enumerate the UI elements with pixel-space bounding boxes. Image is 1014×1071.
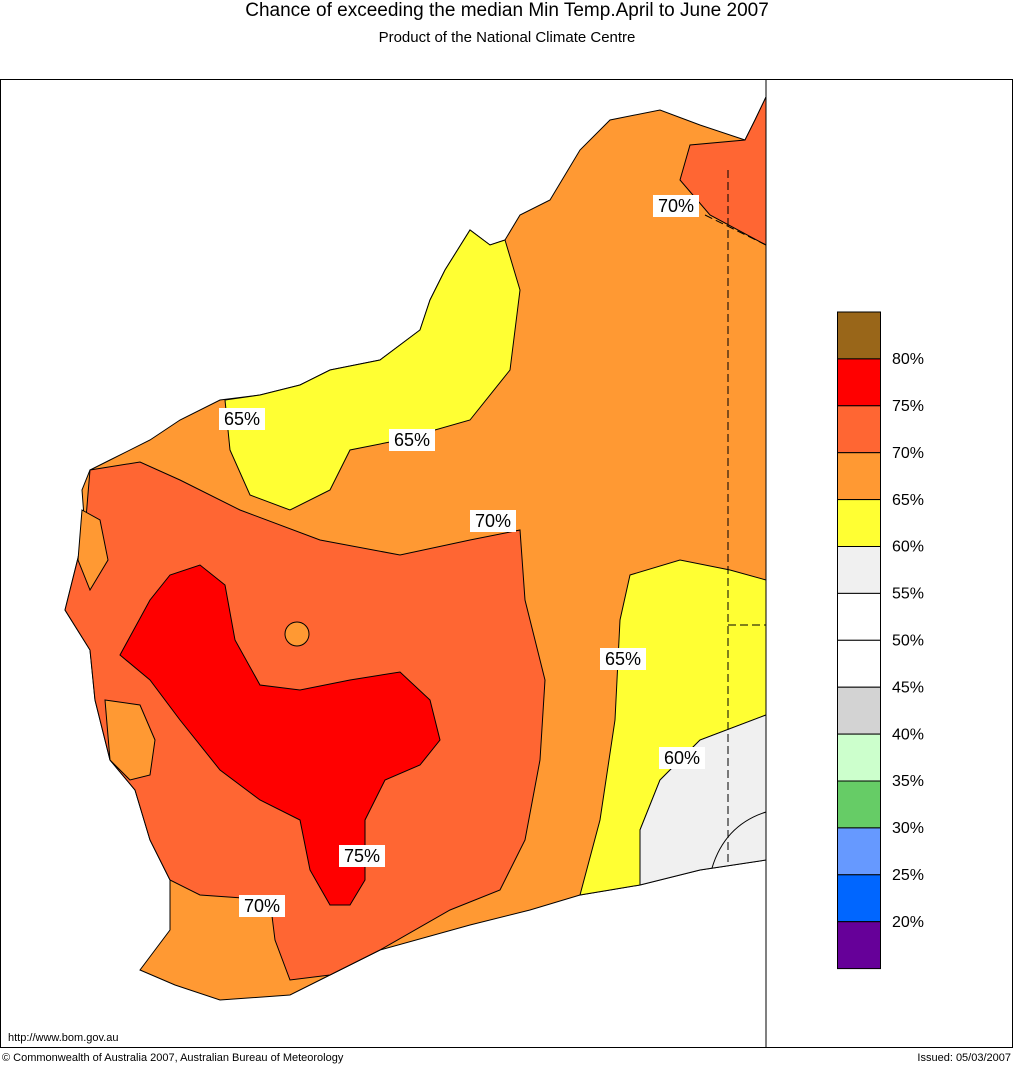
legend-label: 70% — [892, 445, 924, 462]
legend-label: 40% — [892, 726, 924, 743]
url: http://www.bom.gov.au — [8, 1032, 118, 1044]
legend-label: 20% — [892, 914, 924, 931]
legend-swatch — [837, 874, 881, 923]
legend-swatch — [837, 358, 881, 407]
contour-label-bg — [339, 845, 385, 867]
legend-label: 35% — [892, 773, 924, 790]
region-55-60 — [639, 714, 767, 886]
legend-swatch — [837, 546, 881, 594]
legend-label: 25% — [892, 867, 924, 884]
legend-swatch — [837, 452, 881, 501]
legend-swatch — [837, 827, 881, 876]
contour-label: 75% — [344, 846, 380, 866]
legend-swatch — [837, 592, 881, 641]
contour-label-bg — [659, 747, 705, 769]
contour-label-bg — [389, 429, 435, 451]
legend-swatch — [837, 686, 881, 735]
contour-label: 60% — [664, 748, 700, 768]
contour-label: 65% — [224, 409, 260, 429]
contour-line — [711, 811, 767, 869]
state-border — [704, 170, 767, 865]
legend-label: 80% — [892, 351, 924, 368]
legend-swatch — [837, 405, 881, 454]
region-65-70 — [104, 699, 156, 781]
region-60-65 — [224, 229, 521, 511]
contour-label: 65% — [605, 649, 641, 669]
legend-swatch — [837, 921, 881, 970]
region-75-80 — [119, 564, 441, 906]
contour-label-bg — [470, 510, 516, 532]
legend-label: 65% — [892, 492, 924, 509]
legend-label: 75% — [892, 398, 924, 415]
region-65-70 — [284, 621, 310, 647]
contour-labels: 70% 65% 65% 70% 65% 60% 75% 70% — [219, 195, 705, 917]
contour-label: 65% — [394, 430, 430, 450]
contour-label-bg — [653, 195, 699, 217]
title: Chance of exceeding the median Min Temp.… — [245, 0, 769, 21]
legend-swatch — [837, 733, 881, 782]
copyright: © Commonwealth of Australia 2007, Austra… — [2, 1052, 344, 1064]
subtitle: Product of the National Climate Centre — [379, 29, 636, 46]
map-area — [64, 79, 767, 1047]
contour-label: 70% — [244, 896, 280, 916]
legend-label: 60% — [892, 539, 924, 556]
contour-label-bg — [600, 648, 646, 670]
legend-swatch — [837, 639, 881, 688]
contour-label-bg — [219, 408, 265, 430]
legend-label: 45% — [892, 679, 924, 696]
legend: 80% 75% 70% 65% 60% 55% 50% 45% 40% 35% 30% 25% 20% — [837, 311, 924, 970]
legend-label: 30% — [892, 820, 924, 837]
legend-swatch — [837, 311, 881, 360]
contour-label: 70% — [658, 196, 694, 216]
legend-swatch — [837, 780, 881, 829]
contour-label-bg — [239, 895, 285, 917]
issued: Issued: 05/03/2007 — [917, 1052, 1011, 1064]
legend-label: 55% — [892, 586, 924, 603]
legend-label: 50% — [892, 633, 924, 650]
legend-swatch — [837, 499, 881, 548]
contour-label: 70% — [475, 511, 511, 531]
region-65-70 — [77, 509, 109, 592]
